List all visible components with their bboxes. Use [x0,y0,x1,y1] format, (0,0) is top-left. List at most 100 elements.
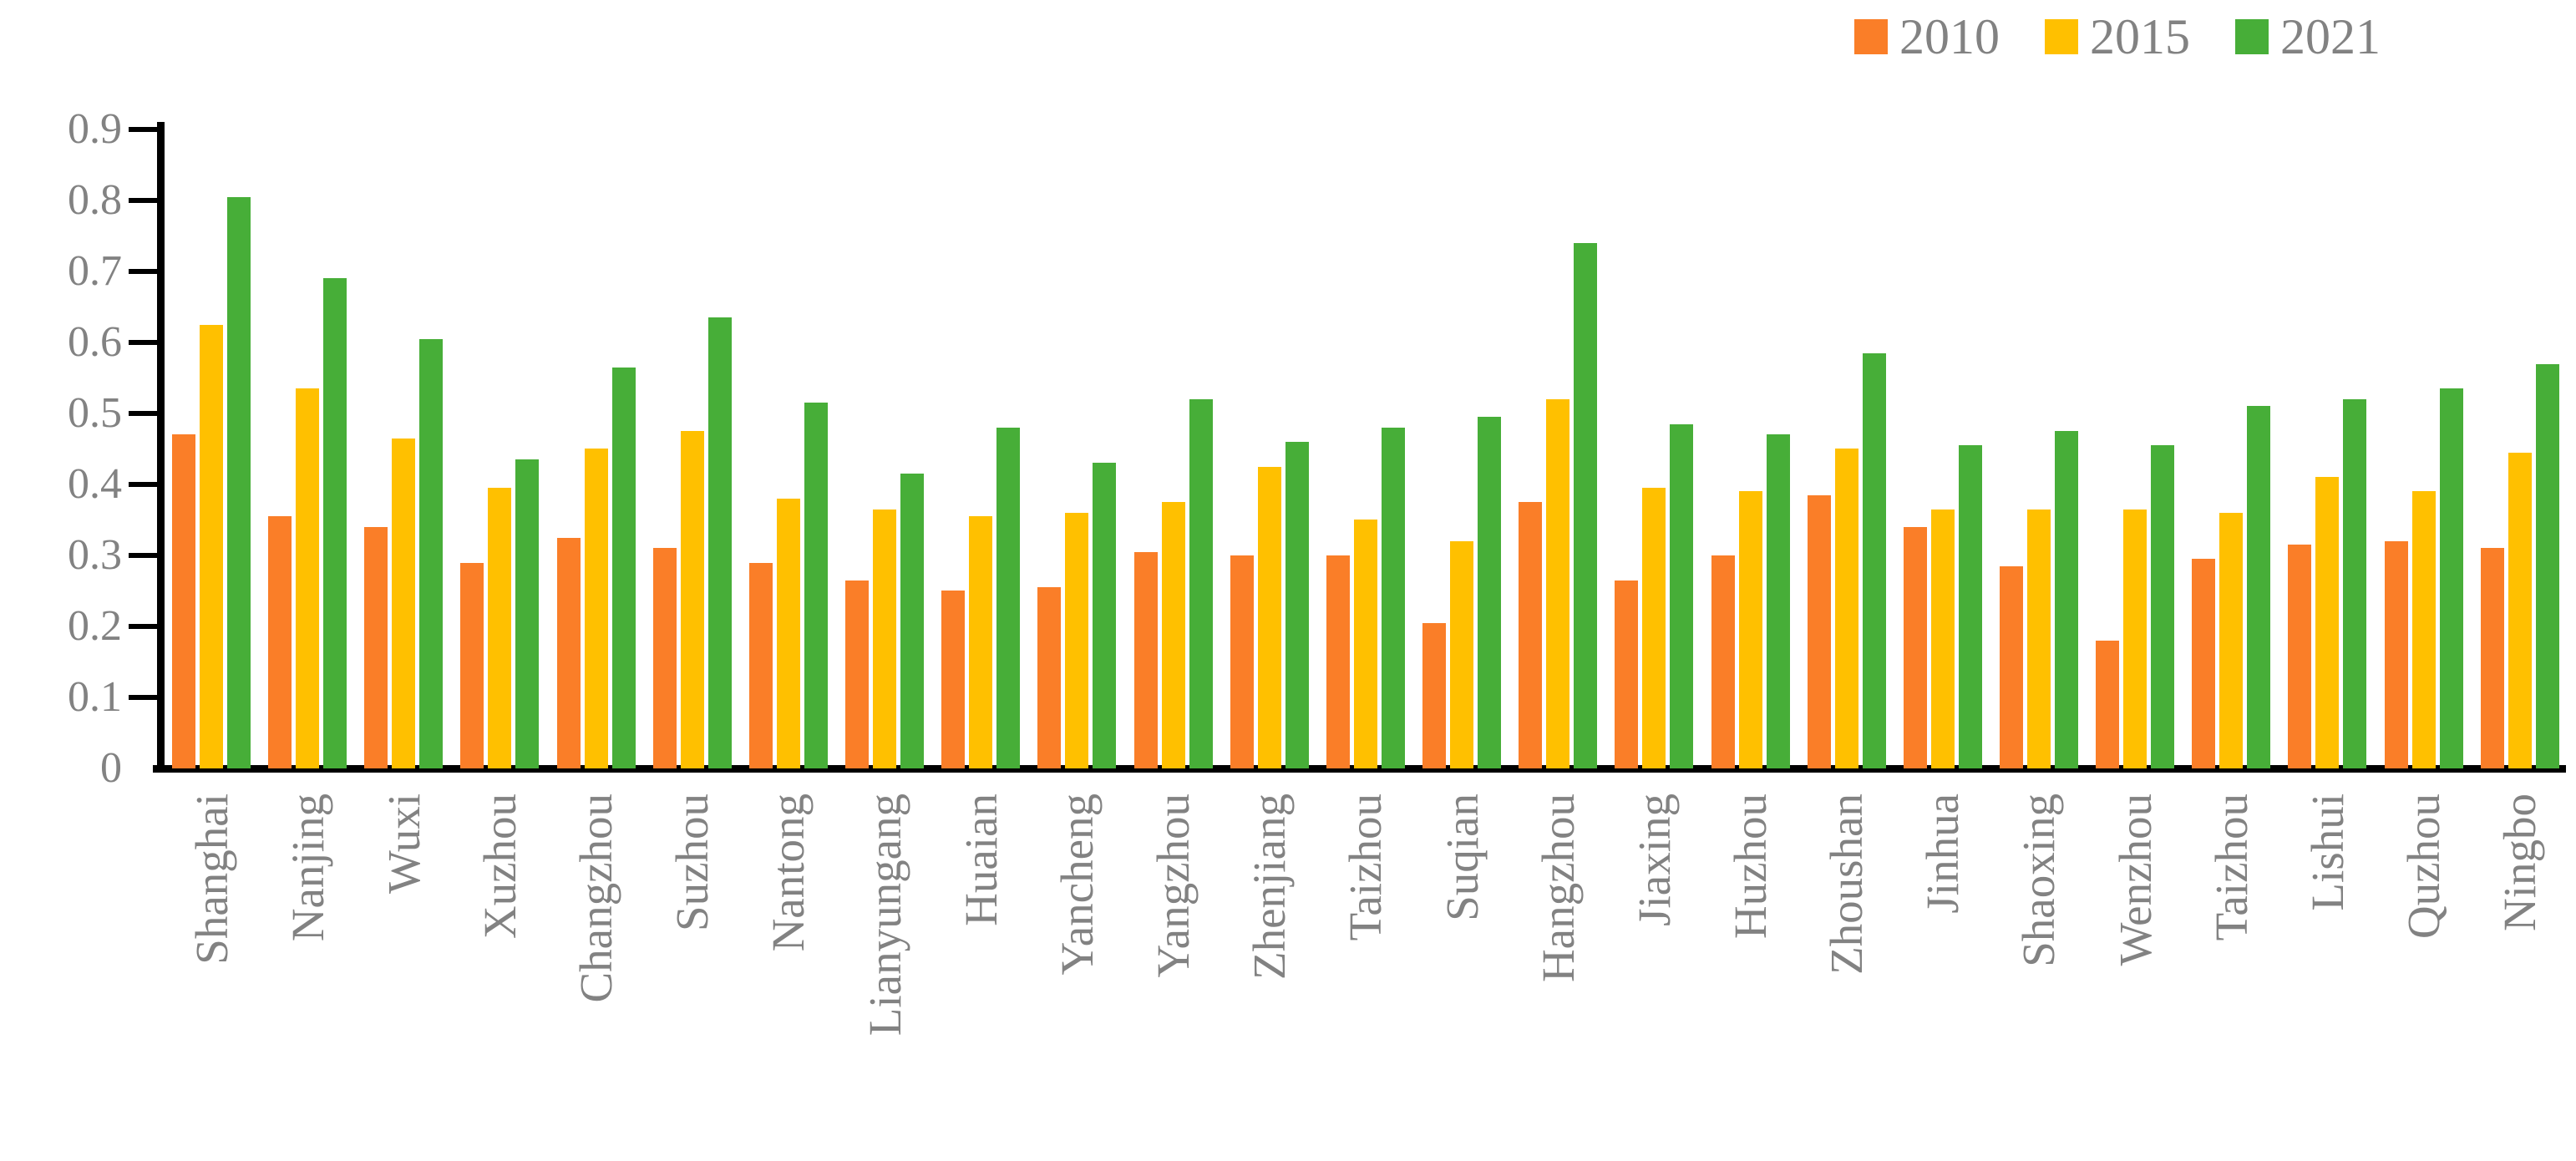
bar-2010-yangzhou [1133,552,1158,768]
x-tick-label: Quzhou [2398,793,2450,940]
x-label-cell: Huaian [941,793,1020,1153]
x-label-cell: Jinhua [1904,793,1982,1153]
bar-2021-suqian [1478,417,1502,768]
x-tick-label: Nanjing [281,793,333,942]
legend-label: 2015 [2090,9,2190,64]
bar-2021-zhoushan [1862,353,1886,768]
x-label-cell: Taizhou [2192,793,2270,1153]
bar-2015-hangzhou [1546,399,1570,768]
x-label-cell: Yancheng [1037,793,1116,1153]
bar-2010-shaoxing [1999,566,2023,768]
bar-group-shaoxing-19 [1999,129,2078,768]
y-tick [129,269,157,274]
bar-2015-xuzhou [488,488,512,768]
x-tick-label: Zhoushan [1821,793,1873,975]
x-label-cell: Zhoushan [1808,793,1886,1153]
bar-group-wuxi-2 [364,129,444,768]
bar-2021-huzhou [1766,434,1790,768]
x-label-cell: Zhenjiang [1230,793,1309,1153]
bar-2010-nanjing [268,516,292,768]
bar-2015-suzhou [680,431,704,768]
bar-2015-huzhou [1738,491,1762,768]
bar-2015-nantong [776,499,800,768]
bar-2021-suzhou [707,317,732,768]
y-tick [129,553,157,558]
x-label-cell: Yangzhou [1134,793,1213,1153]
y-tick [129,695,157,700]
bar-2021-taizhou [1381,428,1405,768]
bar-2021-nanjing [323,278,347,768]
bar-2010-yancheng [1037,587,1062,768]
x-label-cell: Quzhou [2385,793,2463,1153]
bar-2010-huaian [941,591,966,768]
bar-group-quzhou-23 [2384,129,2463,768]
bar-2010-ningbo [2480,548,2504,768]
bar-2015-jiaxing [1642,488,1666,768]
bar-2021-yancheng [1093,463,1117,768]
x-tick-label: Ningbo [2494,793,2546,931]
x-label-cell: Lianyungang [845,793,924,1153]
x-label-cell: Suqian [1422,793,1501,1153]
x-label-cell: Huzhou [1711,793,1790,1153]
bar-2010-huzhou [1711,555,1735,768]
bar-group-ningbo-24 [2480,129,2559,768]
y-tick-label: 0.3 [68,531,122,579]
x-tick-label: Yangzhou [1148,793,1199,978]
bar-2010-xuzhou [460,563,484,768]
legend-label: 2010 [1899,9,2000,64]
bar-2010-taizhou [1326,555,1350,768]
bar-2015-wenzhou [2123,510,2148,768]
y-tick-label: 0.8 [68,176,122,224]
bar-2021-shanghai [227,197,251,768]
x-label-cell: Nantong [749,793,828,1153]
bar-2015-yancheng [1065,513,1089,768]
bar-2015-shaoxing [2026,510,2051,768]
bar-group-nanjing-1 [268,129,347,768]
x-tick-label: Suzhou [667,793,718,931]
bar-2021-huaian [996,428,1021,768]
bar-2010-lianyungang [845,580,870,768]
bar-2010-shanghai [172,434,195,768]
y-axis-line [157,122,165,772]
bar-group-suqian-13 [1422,129,1502,768]
bar-group-jinhua-18 [1903,129,1982,768]
y-tick-label: 0.7 [68,247,122,295]
x-tick-label: Huzhou [1725,793,1776,940]
bar-2015-zhoushan [1834,449,1858,768]
legend: 2010 2015 2021 [1854,12,2381,62]
y-tick [129,411,157,416]
x-tick-label: Wenzhou [2109,793,2161,966]
bar-2015-wuxi [392,439,416,768]
bar-2015-ningbo [2508,453,2532,768]
x-label-cell: Wenzhou [2096,793,2174,1153]
x-tick-label: Hangzhou [1532,793,1584,983]
x-tick-label: Lianyungang [859,793,910,1037]
x-label-cell: Changzhou [557,793,636,1153]
x-tick-label: Yancheng [1051,793,1103,976]
bar-group-yangzhou-10 [1133,129,1213,768]
x-tick-label: Xuzhou [474,793,525,940]
x-tick-label: Taizhou [2205,793,2257,941]
bar-2021-changzhou [611,368,636,768]
y-tick [129,340,157,345]
x-label-cell: Shanghai [172,793,251,1153]
x-tick-label: Shanghai [185,793,237,965]
bar-group-huzhou-16 [1711,129,1790,768]
y-tick [129,624,157,629]
y-tick-label: 0.6 [68,318,122,366]
legend-swatch [1854,19,1888,54]
bar-group-huaian-8 [941,129,1021,768]
x-tick-label: Jiaxing [1628,793,1680,926]
bar-group-nantong-6 [748,129,828,768]
bar-2021-nantong [804,403,828,768]
bar-2015-changzhou [584,449,608,768]
bar-2021-jiaxing [1670,424,1694,768]
x-label-cell: Lishui [2288,793,2366,1153]
bar-2015-taizhou [1353,520,1377,768]
x-tick-label: Jinhua [1917,793,1969,914]
bar-2010-taizhou [2192,559,2216,768]
x-tick-label: Changzhou [570,793,622,1003]
legend-item-2010: 2010 [1854,12,2000,62]
bar-2010-changzhou [556,538,581,768]
x-label-cell: Nanjing [268,793,347,1153]
